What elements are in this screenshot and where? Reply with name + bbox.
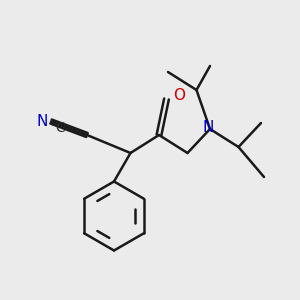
Text: C: C bbox=[56, 121, 65, 134]
Text: O: O bbox=[173, 88, 185, 104]
Text: N: N bbox=[36, 114, 47, 129]
Text: N: N bbox=[203, 120, 214, 135]
